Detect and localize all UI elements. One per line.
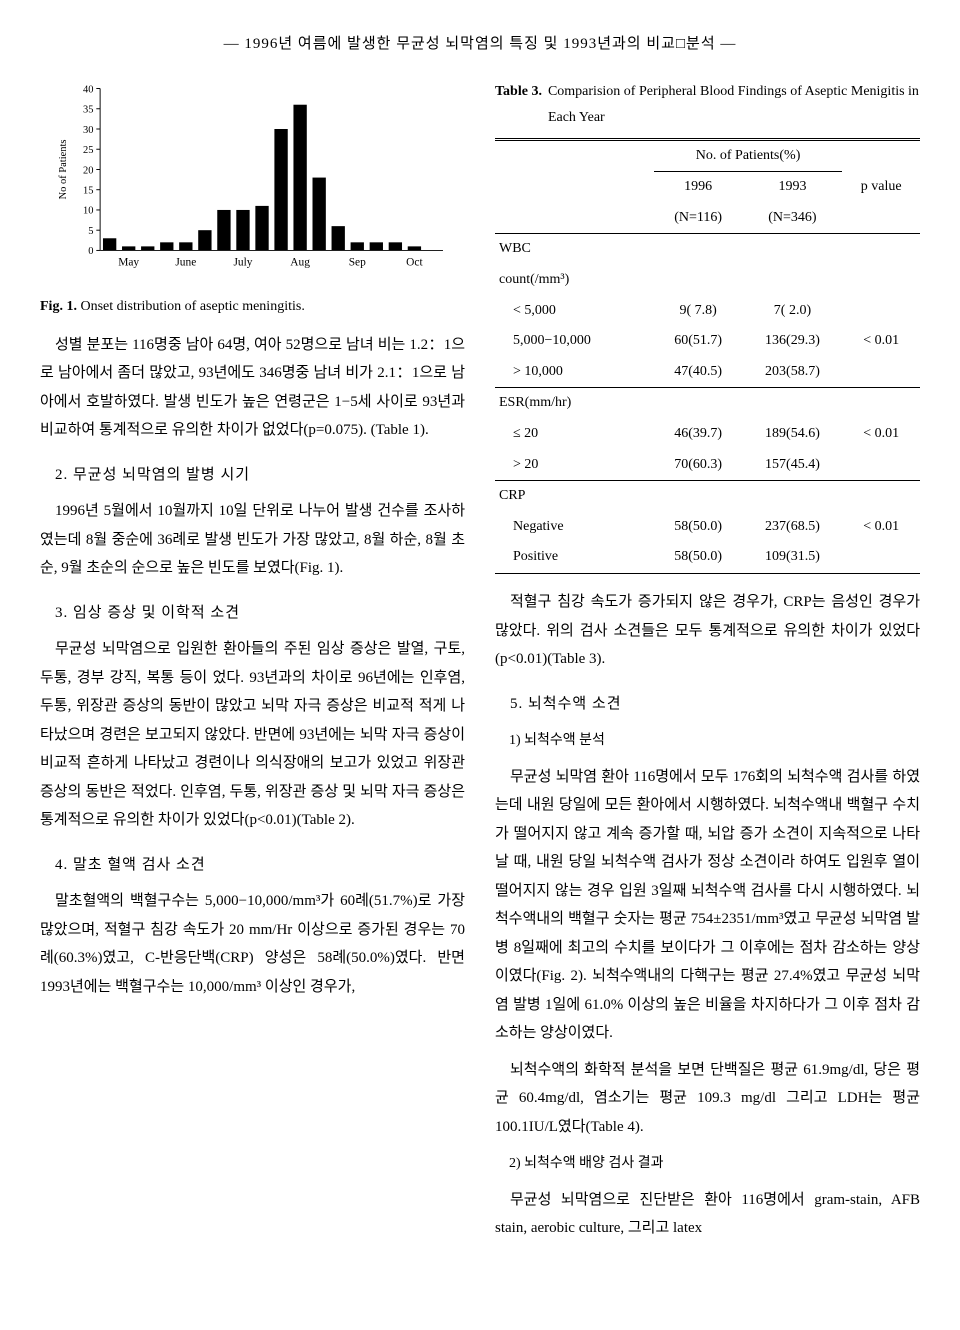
svg-text:15: 15	[83, 185, 93, 196]
svg-text:5: 5	[88, 225, 93, 236]
left-p1: 성별 분포는 116명중 남아 64명, 여아 52명으로 남녀 비는 1.2：…	[40, 331, 465, 445]
left-p3: 무균성 뇌막염으로 입원한 환아들의 주된 임상 증상은 발열, 구토, 두통,…	[40, 635, 465, 835]
subsection-5-1-heading: 1) 뇌척수액 분석	[495, 728, 920, 755]
two-column-layout: 0 5 10 15 20 25 30 35 40 No of Patients May June Jul…	[40, 79, 920, 1251]
svg-text:May: May	[118, 256, 139, 268]
page-header: — 1996년 여름에 발생한 무균성 뇌막염의 특징 및 1993년과의 비교…	[40, 30, 920, 59]
svg-text:July: July	[233, 256, 252, 268]
svg-text:No of Patients: No of Patients	[58, 139, 69, 199]
right-p4: 무균성 뇌막염으로 진단받은 환아 116명에서 gram-stain, AFB…	[495, 1186, 920, 1243]
left-column: 0 5 10 15 20 25 30 35 40 No of Patients May June Jul…	[40, 79, 465, 1251]
section-4-heading: 4. 말초 혈액 검사 소견	[40, 851, 465, 880]
fig1-caption-text: Onset distribution of aseptic meningitis…	[80, 299, 304, 314]
svg-text:20: 20	[83, 165, 93, 176]
right-column: Table 3. Comparision of Peripheral Blood…	[495, 79, 920, 1251]
svg-text:Sep: Sep	[349, 256, 366, 268]
right-p1: 적혈구 침강 속도가 증가되지 않은 경우가, CRP는 음성인 경우가 많았다…	[495, 588, 920, 674]
table3-caption: Comparision of Peripheral Blood Findings…	[548, 79, 920, 132]
right-p3: 뇌척수액의 화학적 분석을 보면 단백질은 평균 61.9mg/dl, 당은 평…	[495, 1056, 920, 1142]
svg-text:25: 25	[83, 145, 93, 156]
figure-1: 0 5 10 15 20 25 30 35 40 No of Patients May June Jul…	[40, 79, 465, 321]
svg-text:June: June	[175, 256, 196, 268]
right-p2: 무균성 뇌막염 환아 116명에서 모두 176회의 뇌척수액 검사를 하였는데…	[495, 763, 920, 1048]
left-p2: 1996년 5월에서 10월까지 10일 단위로 나누어 발생 건수를 조사하였…	[40, 497, 465, 583]
svg-text:Oct: Oct	[406, 256, 423, 268]
svg-text:Aug: Aug	[290, 256, 310, 268]
table3: No. of Patients(%)p value19961993(N=116)…	[495, 138, 920, 574]
fig1-caption: Fig. 1. Onset distribution of aseptic me…	[40, 294, 465, 321]
svg-text:10: 10	[83, 205, 93, 216]
svg-text:40: 40	[83, 84, 93, 95]
section-3-heading: 3. 임상 증상 및 이학적 소견	[40, 599, 465, 628]
svg-text:35: 35	[83, 104, 93, 115]
subsection-5-2-heading: 2) 뇌척수액 배양 검사 결과	[495, 1151, 920, 1178]
svg-text:30: 30	[83, 124, 93, 135]
svg-text:0: 0	[88, 246, 93, 257]
table3-title: Table 3. Comparision of Peripheral Blood…	[495, 79, 920, 132]
section-5-heading: 5. 뇌척수액 소견	[495, 690, 920, 719]
left-p4: 말초혈액의 백혈구수는 5,000−10,000/mm³가 60례(51.7%)…	[40, 887, 465, 1001]
fig1-caption-label: Fig. 1.	[40, 299, 77, 314]
section-2-heading: 2. 무균성 뇌막염의 발병 시기	[40, 461, 465, 490]
table3-label: Table 3.	[495, 79, 542, 132]
fig1-chart: 0 5 10 15 20 25 30 35 40 No of Patients May June Jul…	[40, 79, 465, 279]
